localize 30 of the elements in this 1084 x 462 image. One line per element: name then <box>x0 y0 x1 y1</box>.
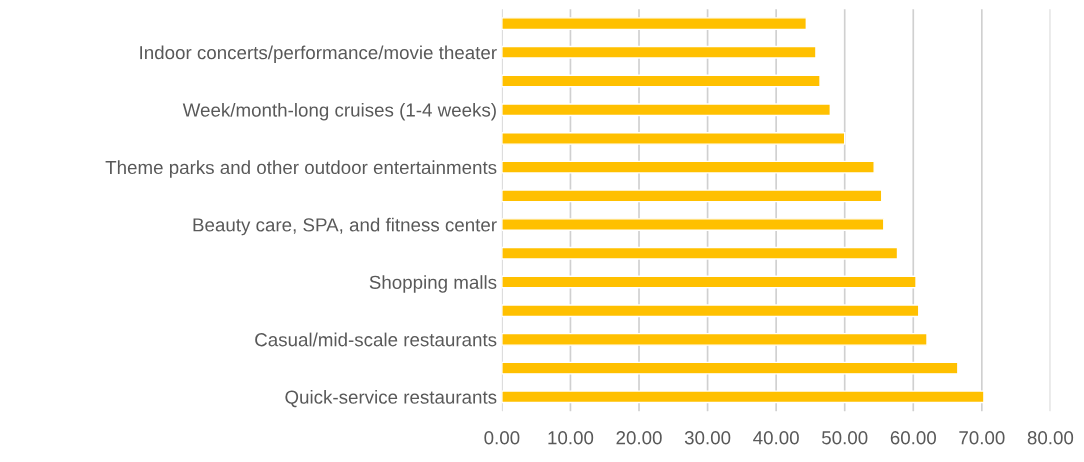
x-tick-label: 30.00 <box>684 431 731 445</box>
x-tick-label: 10.00 <box>548 431 594 445</box>
y-tick-label: Beauty care, SPA, and fitness center <box>193 217 497 236</box>
bar <box>501 160 875 174</box>
bar <box>501 332 928 346</box>
y-tick-label: Quick-service restaurants <box>285 390 497 408</box>
bar <box>501 103 832 117</box>
y-tick-label: Week/month-long cruises (1-4 weeks) <box>182 102 496 121</box>
x-tick-label: 50.00 <box>822 431 868 445</box>
x-tick-label: 60.00 <box>890 431 936 445</box>
bar <box>501 218 885 232</box>
bar <box>501 45 817 59</box>
y-tick-label: Casual/mid-scale restaurants <box>255 332 497 347</box>
bar <box>501 246 899 260</box>
x-tick-label: 80.00 <box>1027 431 1074 445</box>
bar <box>501 304 920 318</box>
bar <box>501 390 985 404</box>
bar <box>501 74 821 88</box>
x-tick-label: 70.00 <box>959 431 1005 445</box>
bar <box>501 361 959 375</box>
y-tick-label: Indoor concerts/performance/movie theater <box>140 45 497 63</box>
bar <box>501 17 808 31</box>
y-tick-label: Theme parks and other outdoor entertainments <box>105 160 497 178</box>
x-tick-label: 0.00 <box>484 431 520 445</box>
x-tick-label: 40.00 <box>753 431 799 445</box>
bar <box>501 189 883 203</box>
y-tick-label: Shopping malls <box>369 275 497 293</box>
bar <box>501 275 917 289</box>
x-tick-label: 20.00 <box>616 431 662 445</box>
bar <box>501 131 846 145</box>
